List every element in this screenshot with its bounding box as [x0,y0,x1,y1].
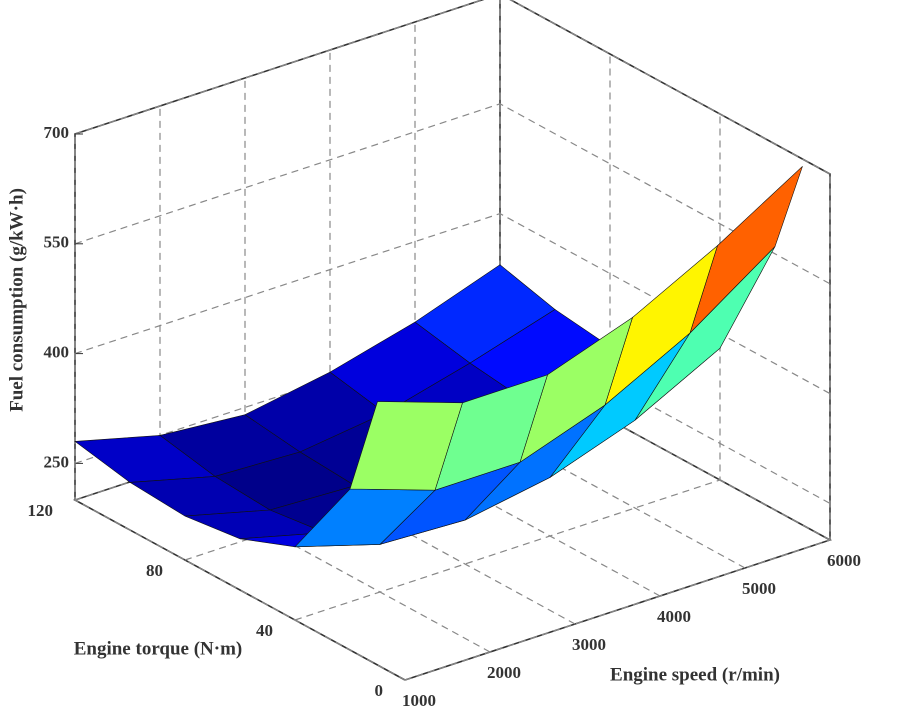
x-tick-label: 1000 [402,691,436,710]
y-tick-label: 120 [28,501,54,520]
z-tick-label: 550 [44,233,70,252]
x-tick-label: 5000 [742,579,776,598]
z-axis-label: Fuel consumption (g/kW·h) [6,188,27,412]
y-axis-label: Engine torque (N·m) [74,638,243,659]
x-tick-label: 2000 [487,663,521,682]
z-tick-label: 250 [44,452,70,471]
z-tick-label: 400 [44,343,70,362]
grid-line [74,0,831,175]
x-tick-label: 4000 [657,607,691,626]
surface-patch [689,166,803,334]
y-tick-label: 40 [256,621,273,640]
x-axis-label: Engine speed (r/min) [610,664,780,685]
x-tick-label: 6000 [827,551,861,570]
y-tick-label: 0 [375,681,384,700]
z-tick-label: 700 [44,123,70,142]
surface-patch [349,401,463,491]
grid-line [74,134,406,681]
grid-line [74,103,831,285]
x-tick-label: 3000 [572,635,606,654]
axis-box [74,0,831,540]
y-tick-label: 80 [146,561,163,580]
